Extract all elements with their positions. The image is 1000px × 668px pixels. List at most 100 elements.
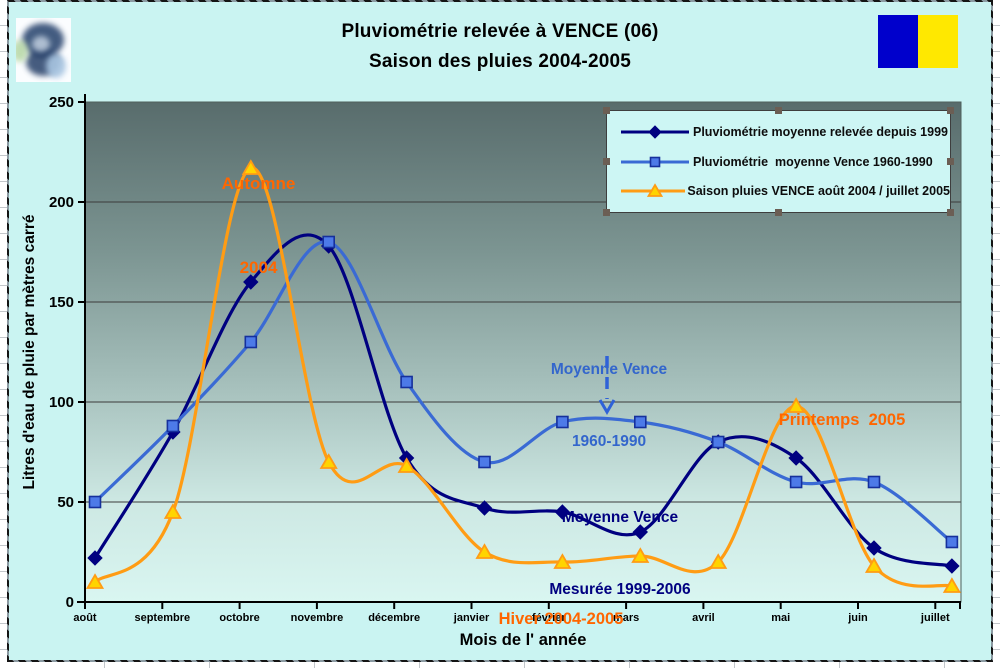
data-point-marker[interactable] <box>632 524 649 540</box>
data-point-marker[interactable] <box>243 274 259 290</box>
selection-handle[interactable] <box>947 209 954 216</box>
data-point-marker[interactable] <box>244 335 258 349</box>
data-point-marker[interactable] <box>556 415 569 429</box>
logo-blob <box>16 40 28 62</box>
x-tick-label: avril <box>692 612 715 624</box>
y-tick-label: 0 <box>66 594 74 611</box>
legend-item[interactable]: Saison pluies VENCE août 2004 / juillet … <box>619 182 950 199</box>
annotation-line: Mesurée 1999-2006 <box>549 581 691 598</box>
data-point-marker[interactable] <box>166 419 180 433</box>
flag-blue-half <box>878 15 918 68</box>
data-point-marker[interactable] <box>631 547 650 563</box>
logo-blob <box>32 36 50 52</box>
selection-handle[interactable] <box>775 209 782 216</box>
data-point-marker[interactable] <box>478 455 491 469</box>
data-point-marker[interactable] <box>711 435 725 449</box>
x-tick-label: mars <box>613 612 639 624</box>
data-point-marker[interactable] <box>319 453 338 469</box>
legend-item-label: Saison pluies VENCE août 2004 / juillet … <box>687 183 950 198</box>
y-tick-label: 200 <box>49 194 74 211</box>
data-point-marker[interactable] <box>88 495 102 509</box>
annotation-automne-2004[interactable]: Automne 2004 <box>186 114 331 310</box>
data-point-marker[interactable] <box>867 475 881 489</box>
annotation-line: Moyenne Vence <box>561 509 679 526</box>
y-tick-label: 100 <box>49 394 74 411</box>
data-point-marker[interactable] <box>789 475 803 489</box>
flag-yellow-half <box>918 15 958 68</box>
x-tick-label: décembre <box>368 612 420 624</box>
annotation-hiver-2004-2005[interactable]: Hiver 2004-2005 <box>478 572 644 648</box>
x-tick-label: février <box>532 612 566 624</box>
data-point-marker[interactable] <box>944 558 960 574</box>
selection-handle[interactable] <box>947 158 954 165</box>
data-point-marker[interactable] <box>85 573 105 589</box>
legend-marker-icon <box>621 182 686 197</box>
data-point-marker[interactable] <box>866 540 882 556</box>
data-point-marker[interactable] <box>942 577 961 593</box>
data-point-marker[interactable] <box>709 553 728 569</box>
annotation-line: Hiver 2004-2005 <box>498 610 624 628</box>
data-point-marker[interactable] <box>163 503 182 519</box>
data-point-marker[interactable] <box>646 182 664 197</box>
legend-item[interactable]: Pluviométrie moyenne Vence 1960-1990 <box>619 154 950 170</box>
logo-blob <box>46 54 66 78</box>
legend-marker-icon <box>621 156 689 167</box>
annotation-line: 2004 <box>239 258 278 277</box>
x-tick-label: novembre <box>291 612 344 624</box>
legend-item-label: Pluviométrie moyenne Vence 1960-1990 <box>693 154 933 169</box>
x-tick-label: août <box>73 612 97 624</box>
data-point-marker[interactable] <box>864 557 884 573</box>
data-point-marker[interactable] <box>553 553 572 569</box>
data-point-marker[interactable] <box>649 156 661 167</box>
photo-logo <box>16 18 71 82</box>
data-point-marker[interactable] <box>554 504 571 520</box>
data-point-marker[interactable] <box>648 125 662 139</box>
y-axis-title: Litres d'eau de pluie par mètres carré <box>21 214 38 489</box>
x-axis-title: Mois de l' année <box>460 631 587 649</box>
data-point-marker[interactable] <box>400 375 413 389</box>
y-tick-label: 150 <box>49 294 74 311</box>
selection-handle[interactable] <box>947 107 954 114</box>
annotation-line: 1960-1990 <box>571 433 647 450</box>
x-tick-label: mai <box>771 612 790 624</box>
annotation-line: Moyenne Vence <box>550 361 668 378</box>
data-point-marker[interactable] <box>633 415 647 429</box>
chart-title-line1: Pluviométrie relevée à VENCE (06) <box>341 21 659 42</box>
data-point-marker[interactable] <box>788 450 804 466</box>
selection-handle[interactable] <box>603 209 610 216</box>
data-point-marker[interactable] <box>945 535 959 549</box>
legend-marker-icon <box>621 125 689 139</box>
flag-logo <box>878 15 958 68</box>
selection-handle[interactable] <box>775 107 782 114</box>
x-tick-label: octobre <box>219 612 259 624</box>
data-point-marker[interactable] <box>787 397 806 413</box>
chart-legend[interactable]: Pluviométrie moyenne relevée depuis 1999… <box>603 107 954 216</box>
annotation-line: Printemps 2005 <box>778 411 906 429</box>
chart-title-line2: Saison des pluies 2004-2005 <box>368 51 632 72</box>
annotation-moyenne-vence-mesuree[interactable]: Moyenne Vence Mesurée 1999-2006 <box>514 458 726 626</box>
selection-handle[interactable] <box>603 158 610 165</box>
data-point-marker[interactable] <box>87 550 103 566</box>
spreadsheet-edge-bottom <box>0 662 1000 668</box>
x-tick-label: juin <box>847 612 868 624</box>
data-point-marker[interactable] <box>241 159 260 175</box>
x-tick-label: juillet <box>920 612 950 624</box>
selection-handle[interactable] <box>603 107 610 114</box>
data-point-marker[interactable] <box>476 500 493 516</box>
annotation-line: Automne <box>221 174 296 193</box>
spreadsheet-edge-right <box>993 0 1000 668</box>
data-point-marker[interactable] <box>475 543 494 559</box>
x-tick-label: janvier <box>453 612 490 624</box>
data-point-marker[interactable] <box>397 457 416 473</box>
spreadsheet-edge-left <box>0 0 7 668</box>
legend-item[interactable]: Pluviométrie moyenne relevée depuis 1999 <box>619 124 950 140</box>
annotation-arrow-head <box>598 399 616 415</box>
annotation-printemps-2005[interactable]: Printemps 2005 <box>758 373 926 449</box>
annotation-moyenne-vence-1960-1990[interactable]: Moyenne Vence 1960-1990 <box>519 310 699 478</box>
y-tick-label: 250 <box>49 94 74 111</box>
y-tick-label: 50 <box>57 494 74 511</box>
legend-item-label: Pluviométrie moyenne relevée depuis 1999 <box>693 125 948 140</box>
data-point-marker[interactable] <box>322 235 336 249</box>
x-tick-label: septembre <box>134 612 190 624</box>
